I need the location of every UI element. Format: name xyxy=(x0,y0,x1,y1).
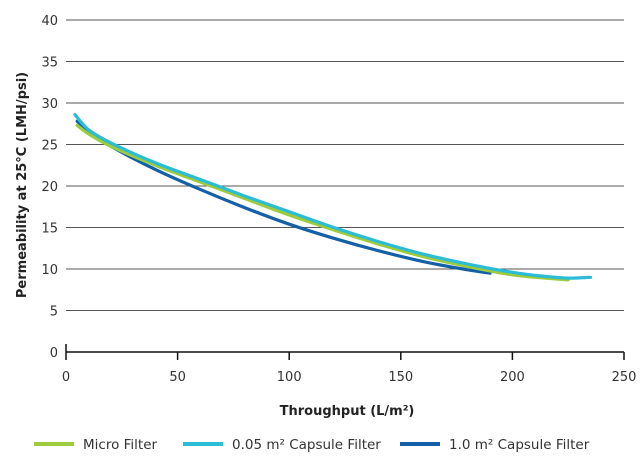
x-tick-label-250: 250 xyxy=(612,370,637,385)
legend-label-micro-filter: Micro Filter xyxy=(83,437,158,453)
legend-label-1-0-m-capsule-filter: 1.0 m² Capsule Filter xyxy=(449,437,590,453)
x-axis-title: Throughput (L/m²) xyxy=(280,404,415,419)
y-tick-label-10: 10 xyxy=(41,263,58,278)
y-tick-label-30: 30 xyxy=(41,97,58,112)
x-tick-label-100: 100 xyxy=(277,370,302,385)
x-tick-label-200: 200 xyxy=(500,370,525,385)
legend-item-0-05-m-capsule-filter: 0.05 m² Capsule Filter xyxy=(183,437,381,453)
x-tick-label-150: 150 xyxy=(388,370,413,385)
y-tick-label-0: 0 xyxy=(50,346,58,361)
x-tick-label-0: 0 xyxy=(62,370,70,385)
y-tick-labels: 0 5 10 15 20 25 30 35 40 xyxy=(41,14,58,361)
y-tick-label-15: 15 xyxy=(41,222,58,237)
y-tick-label-25: 25 xyxy=(41,139,58,154)
legend-item-micro-filter: Micro Filter xyxy=(34,437,158,453)
x-tick-labels: 0 50 100 150 200 250 xyxy=(62,370,637,385)
series-line-micro-filter xyxy=(75,123,570,282)
x-tick-label-50: 50 xyxy=(169,370,186,385)
y-axis-title: Permeability at 25°C (LMH/psi) xyxy=(15,72,30,298)
y-tick-label-5: 5 xyxy=(50,305,58,320)
y-tick-label-20: 20 xyxy=(41,180,58,195)
legend-item-1-0-m-capsule-filter: 1.0 m² Capsule Filter xyxy=(400,437,590,453)
series-line-0-05-m-capsule-filter xyxy=(73,113,593,280)
legend: Micro Filter 0.05 m² Capsule Filter 1.0 m²… xyxy=(34,437,590,453)
legend-label-0-05-m-capsule-filter: 0.05 m² Capsule Filter xyxy=(232,437,381,453)
axes xyxy=(65,344,625,360)
grid xyxy=(66,19,624,311)
y-tick-label-40: 40 xyxy=(41,14,58,29)
y-tick-label-35: 35 xyxy=(41,56,58,71)
series-group xyxy=(73,113,593,282)
